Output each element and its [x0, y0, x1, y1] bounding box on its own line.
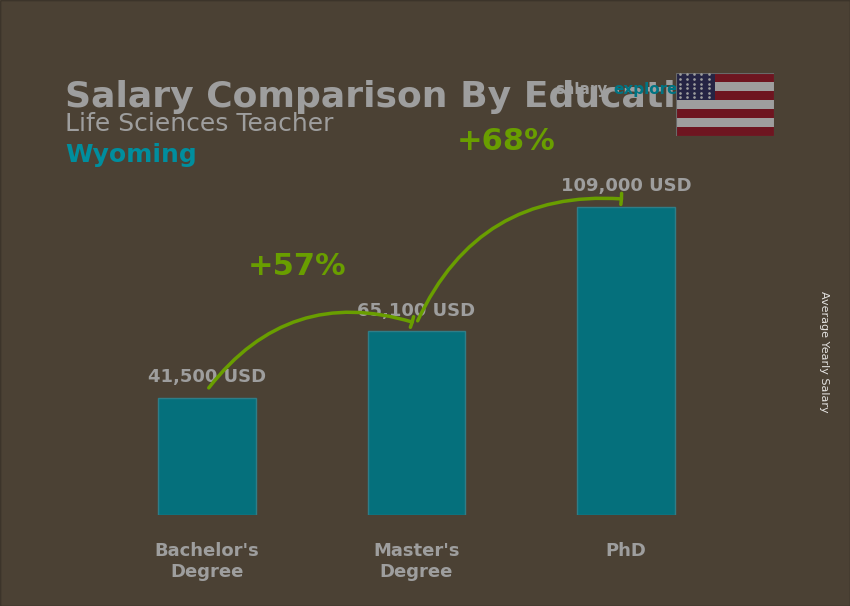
Text: .com: .com	[679, 82, 720, 97]
Bar	[158, 398, 256, 515]
Bar	[676, 127, 774, 136]
Text: Salary Comparison By Education: Salary Comparison By Education	[65, 80, 726, 114]
Text: salary: salary	[555, 82, 607, 97]
Bar	[676, 91, 774, 100]
Text: +68%: +68%	[457, 127, 556, 156]
Text: +57%: +57%	[247, 251, 346, 281]
Text: PhD: PhD	[605, 542, 646, 560]
Bar	[676, 100, 774, 109]
Bar	[577, 207, 675, 515]
Text: 109,000 USD: 109,000 USD	[561, 178, 691, 195]
Bar	[676, 73, 715, 100]
Text: Bachelor's
Degree: Bachelor's Degree	[155, 542, 259, 581]
Bar	[676, 109, 774, 118]
Text: 41,500 USD: 41,500 USD	[148, 368, 266, 386]
Text: Wyoming: Wyoming	[65, 143, 196, 167]
Text: 65,100 USD: 65,100 USD	[358, 302, 475, 319]
Text: Average Yearly Salary: Average Yearly Salary	[819, 291, 829, 412]
Bar	[676, 82, 774, 91]
Text: Master's
Degree: Master's Degree	[373, 542, 460, 581]
Text: explorer: explorer	[613, 82, 685, 97]
Text: Life Sciences Teacher: Life Sciences Teacher	[65, 112, 333, 136]
Bar	[676, 118, 774, 127]
Bar	[368, 331, 465, 515]
Bar	[676, 73, 774, 82]
